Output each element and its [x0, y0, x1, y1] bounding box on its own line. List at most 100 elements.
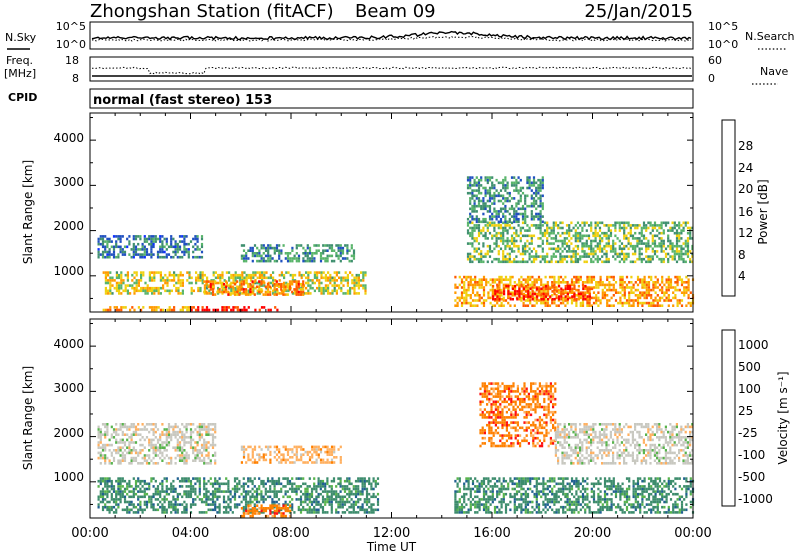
- data-cell: [528, 204, 531, 208]
- data-cell: [486, 181, 489, 185]
- data-cell: [288, 479, 292, 483]
- data-cell: [175, 289, 178, 293]
- data-cell: [504, 217, 507, 221]
- data-cell: [551, 301, 554, 305]
- data-cell: [104, 443, 107, 447]
- data-cell: [560, 295, 563, 298]
- data-cell: [654, 283, 657, 287]
- data-cell: [374, 495, 377, 499]
- data-cell: [137, 451, 140, 455]
- data-cell: [97, 237, 100, 241]
- data-cell: [174, 505, 177, 509]
- data-cell: [533, 296, 536, 300]
- data-cell: [357, 500, 360, 504]
- data-cell: [247, 293, 250, 296]
- data-cell: [194, 498, 197, 501]
- data-cell: [211, 285, 215, 289]
- data-cell: [163, 449, 166, 452]
- data-cell: [209, 282, 212, 286]
- data-cell: [524, 281, 527, 284]
- data-cell: [170, 255, 173, 259]
- data-cell: [484, 207, 487, 211]
- data-cell: [258, 500, 261, 504]
- data-cell: [642, 224, 646, 227]
- data-cell: [118, 281, 121, 285]
- data-cell: [275, 445, 279, 449]
- data-cell: [513, 257, 516, 261]
- data-cell: [110, 485, 113, 488]
- data-cell: [265, 271, 268, 274]
- data-cell: [568, 255, 571, 258]
- data-cell: [97, 479, 100, 483]
- data-cell: [454, 286, 457, 289]
- data-cell: [161, 430, 164, 434]
- data-cell: [170, 279, 173, 282]
- data-cell: [218, 288, 221, 291]
- data-cell: [251, 254, 254, 258]
- data-cell: [586, 275, 589, 279]
- data-cell: [227, 487, 230, 491]
- data-cell: [639, 278, 642, 281]
- data-cell: [372, 508, 375, 512]
- data-cell: [209, 285, 212, 289]
- data-cell: [229, 508, 232, 512]
- data-cell: [645, 286, 648, 289]
- data-cell: [363, 482, 366, 486]
- data-cell: [577, 297, 580, 301]
- data-cell: [355, 292, 358, 295]
- data-cell: [313, 482, 316, 486]
- data-cell: [313, 485, 316, 488]
- data-cell: [286, 479, 289, 483]
- data-cell: [106, 423, 109, 426]
- data-cell: [625, 275, 629, 279]
- data-cell: [122, 306, 125, 309]
- data-cell: [330, 490, 333, 493]
- data-cell: [680, 299, 684, 302]
- data-cell: [544, 292, 547, 296]
- data-cell: [131, 279, 134, 282]
- data-cell: [478, 296, 481, 300]
- data-cell: [354, 487, 358, 491]
- data-cell: [339, 479, 342, 483]
- data-cell: [511, 297, 514, 301]
- data-cell: [669, 247, 672, 251]
- power-ytick-2000: 2000: [53, 219, 84, 233]
- data-cell: [153, 279, 156, 282]
- data-cell: [495, 239, 498, 243]
- data-cell: [101, 505, 105, 509]
- data-cell: [152, 505, 155, 509]
- data-cell: [372, 503, 375, 506]
- data-cell: [106, 425, 109, 429]
- data-cell: [168, 292, 171, 295]
- data-cell: [484, 237, 487, 240]
- data-cell: [295, 485, 298, 488]
- data-cell: [564, 284, 567, 288]
- data-cell: [119, 487, 122, 491]
- data-cell: [346, 252, 349, 255]
- data-cell: [214, 500, 217, 504]
- data-cell: [119, 245, 122, 249]
- data-cell: [159, 500, 162, 504]
- data-cell: [638, 252, 641, 256]
- data-cell: [247, 485, 250, 488]
- data-cell: [176, 255, 179, 259]
- data-cell: [524, 229, 527, 232]
- data-cell: [573, 275, 576, 279]
- data-cell: [183, 248, 186, 251]
- data-cell: [307, 289, 310, 293]
- data-cell: [159, 495, 162, 499]
- data-cell: [491, 186, 494, 190]
- data-cell: [139, 479, 142, 483]
- data-cell: [251, 456, 254, 459]
- data-cell: [510, 197, 514, 200]
- data-cell: [194, 242, 197, 246]
- data-cell: [326, 244, 329, 247]
- data-cell: [486, 199, 489, 203]
- data-cell: [576, 239, 580, 243]
- data-cell: [106, 253, 109, 256]
- data-cell: [335, 252, 338, 255]
- data-cell: [477, 204, 481, 208]
- data-cell: [497, 231, 500, 235]
- data-cell: [295, 280, 298, 283]
- data-cell: [117, 459, 120, 462]
